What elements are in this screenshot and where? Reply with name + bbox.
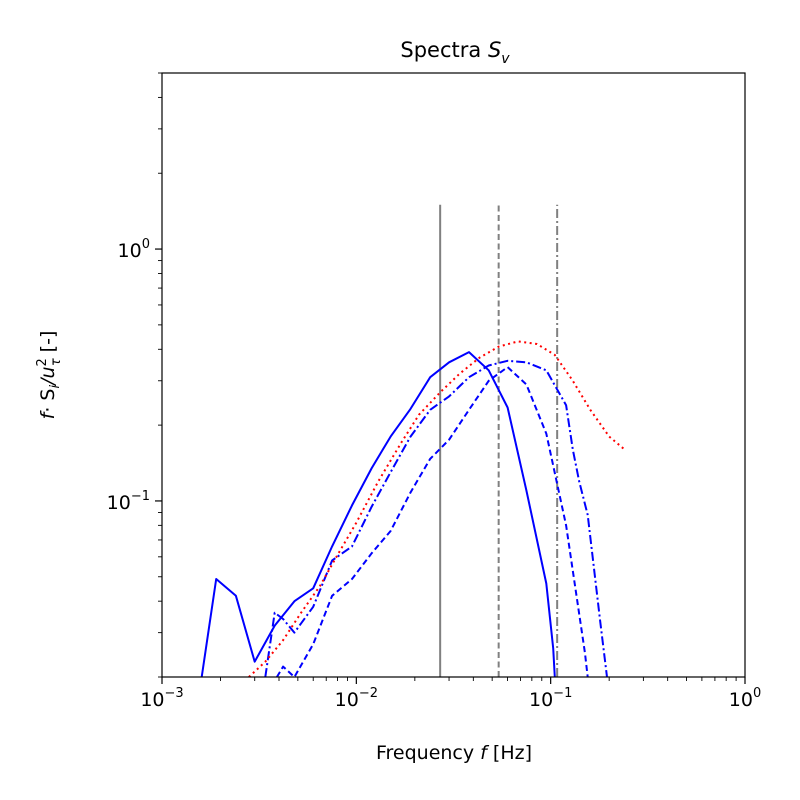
- tick-marks: [155, 72, 746, 684]
- reference-lines: [439, 204, 559, 677]
- chart-title: Spectra Sv: [400, 38, 510, 67]
- x-axis-label: Frequency f [Hz]: [376, 742, 532, 764]
- y-tick-label: 10−1: [107, 489, 150, 514]
- plot-area: 10−3 10−2 10−1 100 10−1 100: [107, 72, 762, 711]
- series-1-dashdot-line: [264, 359, 608, 677]
- series-lines: [200, 340, 626, 677]
- x-tick-label: 10−2: [335, 686, 378, 711]
- series-2-dashed-line: [276, 366, 589, 677]
- tick-labels: 10−3 10−2 10−1 100 10−1 100: [107, 237, 762, 711]
- x-tick-label: 100: [729, 686, 761, 711]
- x-tick-label: 10−3: [140, 686, 183, 711]
- x-tick-label: 10−1: [529, 686, 572, 711]
- series-3-dotted-line: [248, 340, 626, 677]
- y-tick-label: 100: [118, 237, 150, 262]
- plot-frame: [161, 72, 746, 678]
- series-0-solid-line: [200, 351, 556, 677]
- y-axis-label: f· Si/u2τ[-]: [35, 331, 64, 420]
